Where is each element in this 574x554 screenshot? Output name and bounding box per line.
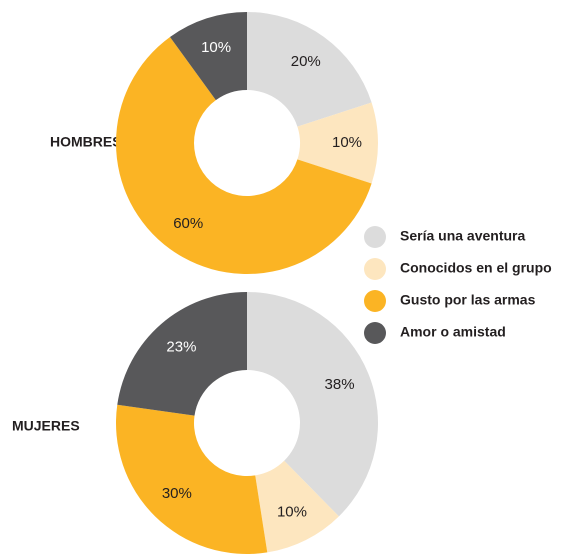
- legend-label: Sería una aventura: [400, 228, 525, 244]
- donut-slice: [297, 102, 379, 184]
- donut-slice: [170, 12, 247, 101]
- donut-slice: [116, 37, 372, 274]
- value-label: 10%: [277, 503, 307, 520]
- value-label: 10%: [201, 39, 231, 56]
- value-label: 23%: [166, 338, 196, 355]
- legend-swatch: [364, 226, 386, 248]
- value-label: 10%: [332, 134, 362, 151]
- donut-slice: [116, 404, 268, 554]
- legend-swatch: [364, 290, 386, 312]
- legend-label: Amor o amistad: [400, 324, 506, 340]
- legend-swatch: [364, 258, 386, 280]
- legend-swatch: [364, 322, 386, 344]
- legend-label: Gusto por las armas: [400, 292, 536, 308]
- chart-title: HOMBRES: [50, 134, 122, 150]
- value-label: 38%: [325, 376, 355, 393]
- donut-slice: [255, 460, 339, 553]
- legend-label: Conocidos en el grupo: [400, 260, 552, 276]
- chart-title: MUJERES: [12, 418, 80, 434]
- donut-slice: [247, 12, 372, 127]
- donut-slice: [247, 292, 378, 517]
- value-label: 30%: [162, 485, 192, 502]
- value-label: 20%: [291, 53, 321, 70]
- value-label: 60%: [173, 215, 203, 232]
- donut-slice: [117, 292, 247, 416]
